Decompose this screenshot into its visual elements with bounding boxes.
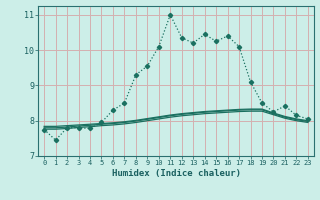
X-axis label: Humidex (Indice chaleur): Humidex (Indice chaleur) (111, 169, 241, 178)
